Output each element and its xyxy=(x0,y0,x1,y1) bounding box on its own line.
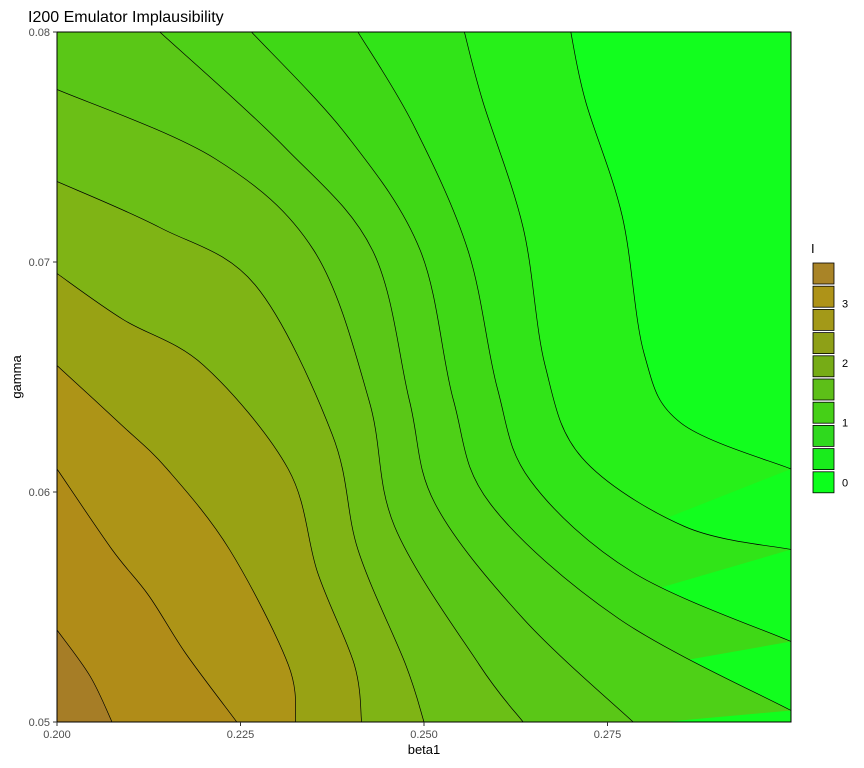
legend-keys xyxy=(812,262,835,494)
contour-line xyxy=(357,32,791,642)
contour-line xyxy=(57,629,113,722)
legend-key xyxy=(812,262,835,285)
contour-line xyxy=(159,32,634,722)
y-axis: 0.05 0.06 0.07 0.08 xyxy=(29,27,57,729)
legend-key xyxy=(812,424,835,447)
x-axis: 0.200 0.225 0.250 0.275 xyxy=(43,722,621,741)
legend-key xyxy=(812,285,835,308)
chart-title: I200 Emulator Implausibility xyxy=(28,9,224,26)
legend: I 3 2 1 0 xyxy=(811,241,848,494)
x-tick-label: 0.200 xyxy=(43,729,71,741)
contour-line xyxy=(57,468,238,722)
contour-band xyxy=(57,630,112,722)
legend-key xyxy=(812,448,835,471)
legend-key xyxy=(812,378,835,401)
legend-key xyxy=(812,355,835,378)
x-axis-label: beta1 xyxy=(408,742,441,757)
legend-key xyxy=(812,471,835,494)
contour-line xyxy=(57,365,296,722)
y-tick-label: 0.06 xyxy=(29,487,50,499)
y-tick-label: 0.08 xyxy=(29,27,50,39)
y-tick-label: 0.05 xyxy=(29,717,50,729)
legend-label: 1 xyxy=(842,418,848,430)
contour-line xyxy=(464,32,791,550)
contour-line xyxy=(57,273,362,722)
contour-band xyxy=(57,469,237,722)
contour-line xyxy=(570,32,791,470)
legend-key xyxy=(812,332,835,355)
contour-bands xyxy=(57,32,791,722)
legend-title: I xyxy=(811,241,815,256)
contour-line xyxy=(57,89,524,722)
y-tick-label: 0.07 xyxy=(29,257,50,269)
plot-area xyxy=(56,31,792,723)
legend-key xyxy=(812,401,835,424)
x-tick-label: 0.275 xyxy=(594,729,622,741)
legend-label: 2 xyxy=(842,358,848,370)
x-tick-label: 0.250 xyxy=(410,729,438,741)
x-tick-label: 0.225 xyxy=(227,729,255,741)
legend-label: 3 xyxy=(842,298,848,310)
legend-labels: 3 2 1 0 xyxy=(842,298,848,489)
contour-line xyxy=(251,32,791,711)
y-axis-label: gamma xyxy=(9,355,24,399)
contour-lines xyxy=(57,32,791,722)
legend-key xyxy=(812,308,835,331)
contour-line xyxy=(57,181,425,722)
legend-label: 0 xyxy=(842,477,848,489)
